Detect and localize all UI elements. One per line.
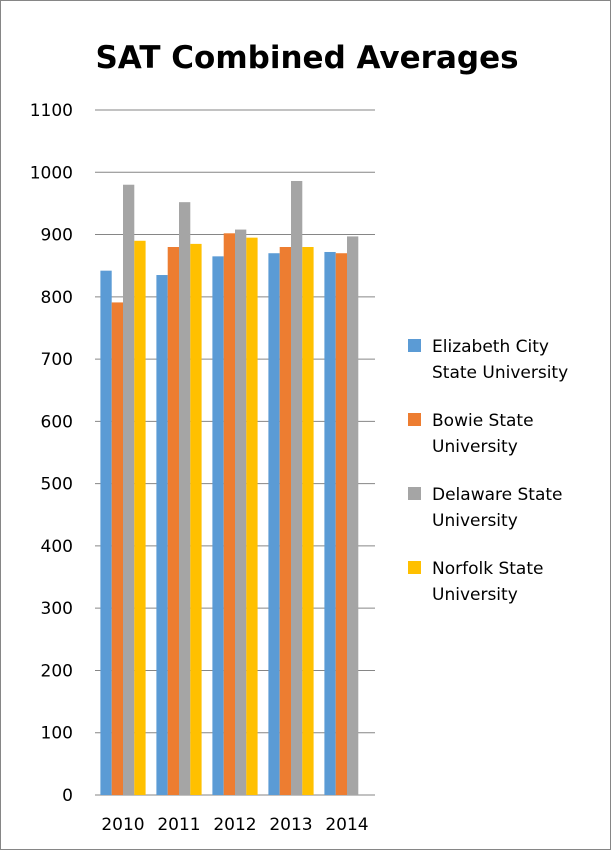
- bar-2013-series-3: [291, 180, 303, 795]
- legend-label-1: Elizabeth City State University: [432, 337, 568, 383]
- y-tick-label: 1100: [30, 101, 73, 121]
- bar-2014-series-1: [324, 251, 336, 795]
- y-tick-label: 200: [41, 661, 73, 681]
- bar-2012-series-4: [246, 237, 258, 796]
- bar-2014-series-3: [347, 236, 359, 795]
- x-tick-label: 2010: [101, 815, 144, 835]
- y-tick-label: 800: [41, 288, 73, 308]
- x-tick-label: 2011: [157, 815, 200, 835]
- y-tick-label: 1000: [30, 163, 73, 183]
- legend-label-3: Delaware State University: [432, 485, 563, 531]
- bar-2011-series-1: [156, 275, 168, 796]
- bar-2010-series-2: [111, 302, 123, 795]
- y-tick-label: 100: [41, 724, 73, 744]
- x-tick-label: 2014: [325, 815, 368, 835]
- y-tick-label: 0: [62, 786, 73, 806]
- bar-2010-series-4: [134, 240, 146, 796]
- bar-2012-series-3: [235, 229, 247, 796]
- bar-2011-series-3: [179, 202, 191, 795]
- legend-swatch-1: [408, 339, 421, 352]
- bar-2011-series-4: [190, 243, 202, 796]
- legend-swatch-4: [408, 561, 421, 574]
- bar-2012-series-2: [223, 233, 235, 796]
- chart-title: SAT Combined Averages: [95, 40, 518, 76]
- legend-swatch-3: [408, 487, 421, 500]
- x-axis-labels: 2010 2011 2012 2013 2014: [101, 815, 368, 835]
- legend-label-4: Norfolk State University: [432, 559, 543, 605]
- bar-2010-series-1: [100, 270, 112, 795]
- bar-2013-series-2: [279, 247, 291, 795]
- y-tick-label: 700: [41, 350, 73, 370]
- bar-2013-series-4: [302, 247, 314, 795]
- bar-2013-series-1: [268, 253, 280, 795]
- legend: Elizabeth City State University Bowie Stat…: [408, 337, 568, 605]
- y-tick-label: 300: [41, 599, 73, 619]
- y-tick-label: 600: [41, 412, 73, 432]
- bars-layer: [100, 180, 359, 796]
- bar-2014-series-2: [335, 253, 347, 795]
- bar-2012-series-1: [212, 256, 224, 795]
- legend-swatch-2: [408, 413, 421, 426]
- y-tick-label: 900: [41, 226, 73, 246]
- x-tick-label: 2012: [213, 815, 256, 835]
- bar-2010-series-3: [123, 184, 135, 795]
- legend-label-2: Bowie State University: [432, 411, 534, 457]
- y-axis-labels: 0 100 200 300 400 500 600 700 800 900 1000 1100: [30, 101, 73, 806]
- bar-2011-series-2: [167, 247, 179, 795]
- x-tick-label: 2013: [269, 815, 312, 835]
- y-tick-label: 400: [41, 537, 73, 557]
- y-tick-label: 500: [41, 475, 73, 495]
